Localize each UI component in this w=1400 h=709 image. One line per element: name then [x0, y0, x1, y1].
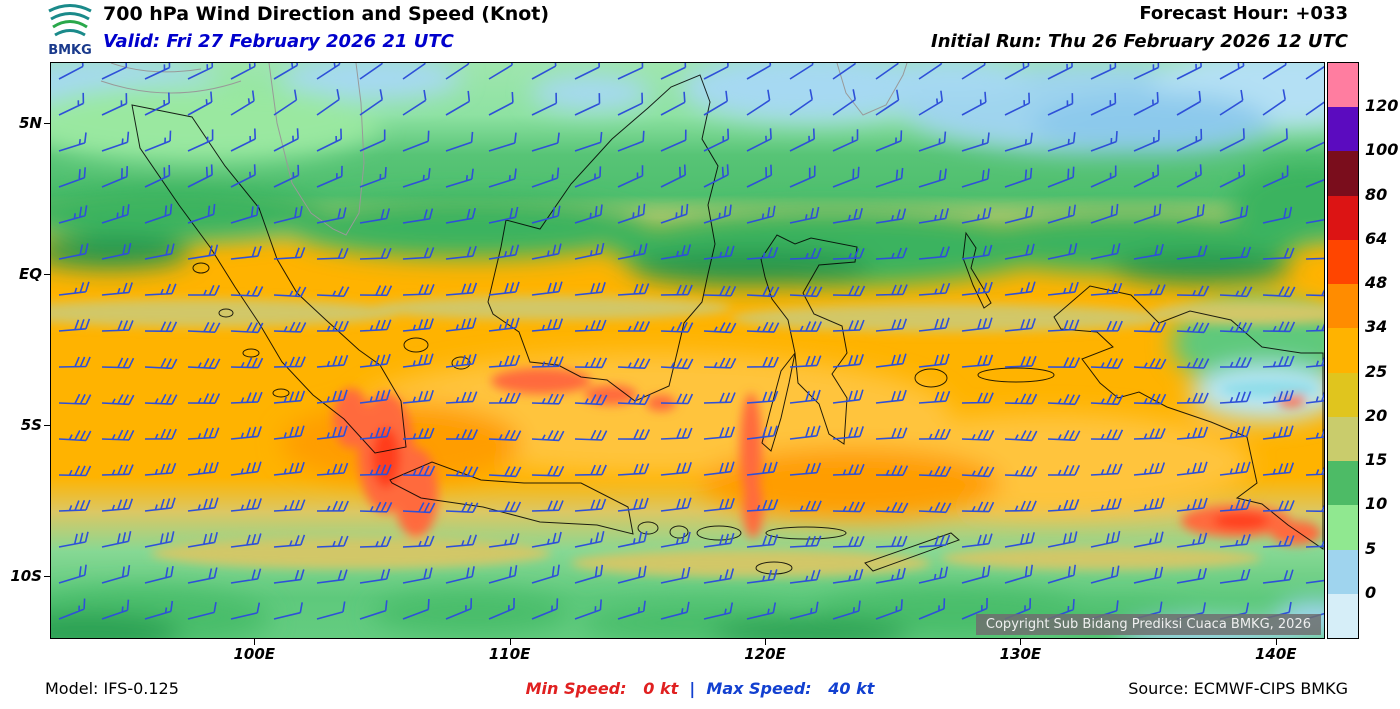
colorbar-cell	[1328, 195, 1358, 240]
colorbar-label: 15	[1365, 450, 1388, 470]
speed-range: Min Speed: 0 kt | Max Speed: 40 kt	[526, 679, 875, 698]
logo-text: BMKG	[48, 43, 92, 58]
logo-wave-icon	[48, 4, 92, 37]
colorbar-label: 25	[1365, 361, 1388, 381]
coastlines	[131, 74, 1324, 575]
y-axis-tick	[44, 425, 50, 427]
x-axis-tick	[254, 638, 256, 645]
colorbar-cell	[1328, 284, 1358, 329]
wind-barbs	[58, 63, 1324, 620]
x-axis-label: 100E	[233, 645, 276, 663]
page-title: 700 hPa Wind Direction and Speed (Knot)	[103, 3, 550, 25]
y-axis-tick	[44, 576, 50, 578]
bmkg-logo: BMKG	[48, 4, 92, 58]
x-axis-tick	[765, 638, 767, 645]
colorbar-label: 80	[1365, 184, 1388, 204]
colorbar-cell	[1328, 63, 1358, 108]
wind-barb-glyphs	[58, 63, 1324, 620]
y-axis-label: EQ	[19, 264, 42, 283]
colorbar-label: 48	[1365, 273, 1388, 293]
colorbar-cell	[1328, 239, 1358, 285]
x-axis-tick	[1275, 638, 1277, 645]
max-speed-label: Max Speed:	[706, 679, 812, 698]
colorbar-label: 5	[1365, 538, 1377, 558]
colorbar-label: 20	[1365, 405, 1388, 425]
colorbar-cell	[1328, 416, 1358, 462]
y-axis-tick	[44, 122, 50, 124]
colorbar-cell	[1328, 505, 1358, 550]
y-axis-label: 5S	[20, 416, 42, 435]
copyright-watermark: Copyright Sub Bidang Prediksi Cuaca BMKG…	[975, 614, 1321, 635]
x-axis-label: 130E	[999, 645, 1042, 663]
foreign-coastlines	[100, 63, 908, 236]
forecast-hour: Forecast Hour: +033	[1139, 3, 1348, 24]
colorbar-label: 120	[1365, 96, 1399, 116]
source-label: Source: ECMWF-CIPS BMKG	[1128, 679, 1348, 698]
model-label: Model: IFS-0.125	[45, 679, 179, 698]
min-speed-value: 0 kt	[643, 679, 679, 698]
y-axis-label: 10S	[10, 567, 42, 586]
logo-green-wave-icon	[52, 20, 88, 29]
max-speed-value: 40 kt	[828, 679, 875, 698]
x-axis-label: 120E	[744, 645, 786, 663]
y-axis-label: 5N	[19, 113, 42, 132]
initial-run: Initial Run: Thu 26 February 2026 12 UTC	[931, 31, 1348, 52]
x-axis-label: 110E	[488, 645, 531, 663]
colorbar-cell	[1328, 549, 1358, 594]
min-speed-label: Min Speed:	[525, 679, 627, 698]
colorbar-cell	[1328, 461, 1358, 506]
colorbar-cell	[1328, 151, 1358, 196]
map-canvas: Copyright Sub Bidang Prediksi Cuaca BMKG…	[50, 62, 1325, 639]
colorbar-label: 0	[1365, 582, 1377, 602]
colorbar-cell	[1328, 372, 1358, 417]
speed-separator: |	[689, 679, 696, 698]
valid-time: Valid: Fri 27 February 2026 21 UTC	[103, 31, 454, 52]
colorbar-cell	[1328, 107, 1358, 152]
colorbar-label: 100	[1365, 140, 1399, 160]
x-axis-tick	[509, 638, 511, 645]
colorbar-label: 34	[1365, 317, 1388, 337]
colorbar-cell	[1328, 593, 1358, 639]
x-axis-tick	[1020, 638, 1022, 645]
colorbar	[1327, 62, 1359, 639]
x-axis-label: 140E	[1254, 645, 1297, 663]
colorbar-label: 64	[1365, 228, 1388, 248]
colorbar-cell	[1328, 328, 1358, 373]
y-axis-tick	[44, 273, 50, 275]
colorbar-label: 10	[1365, 494, 1388, 514]
